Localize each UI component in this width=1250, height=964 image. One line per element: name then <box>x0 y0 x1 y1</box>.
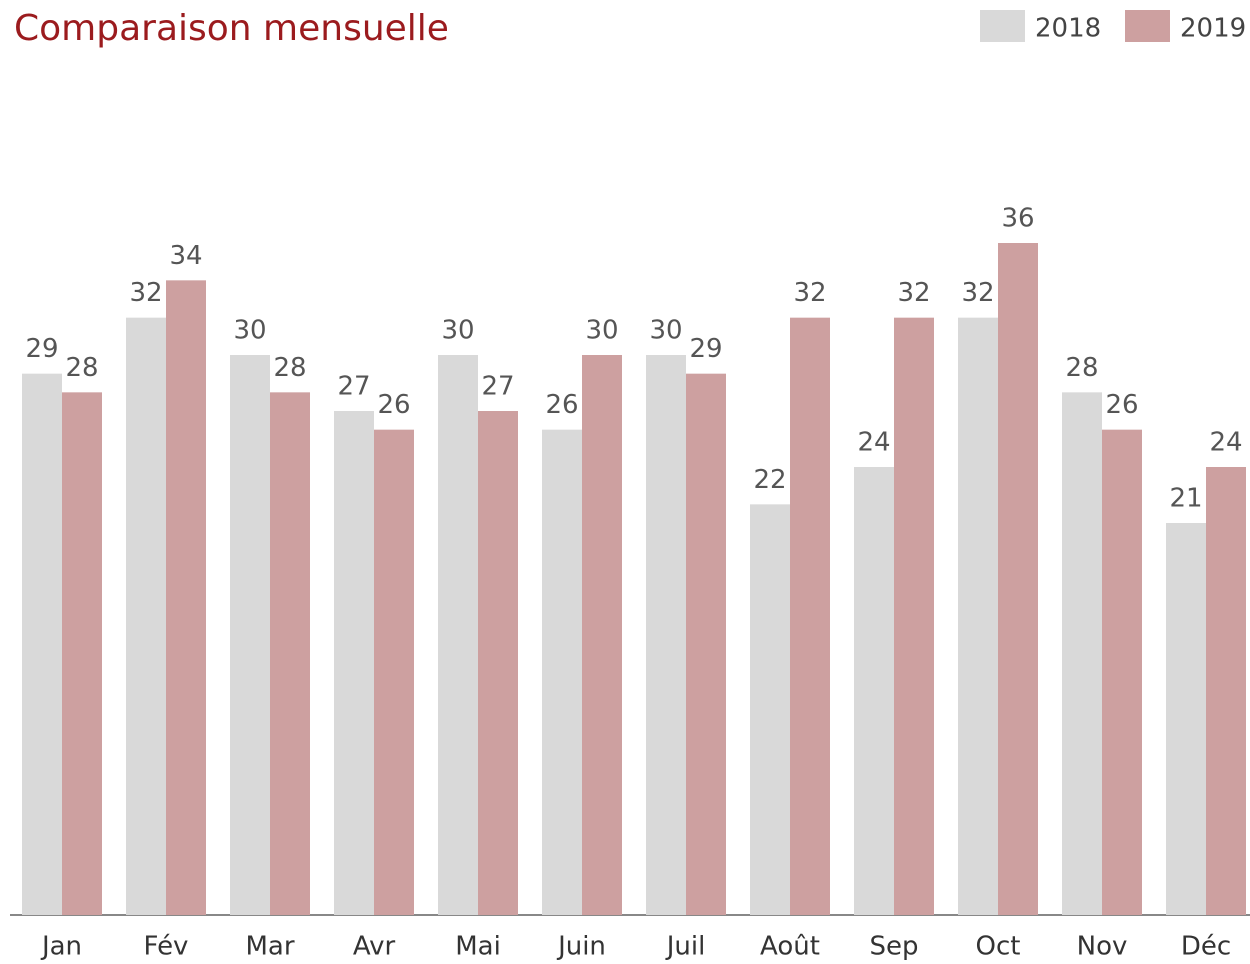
bar <box>646 355 686 915</box>
value-label: 32 <box>897 278 930 308</box>
value-label: 28 <box>273 353 306 383</box>
bar <box>1166 523 1206 915</box>
value-label: 26 <box>377 390 410 420</box>
bar <box>374 429 414 915</box>
x-tick-label: Avr <box>353 932 396 962</box>
value-label: 29 <box>689 334 722 364</box>
bar <box>1062 392 1102 915</box>
bar <box>126 317 166 916</box>
legend-swatch <box>1125 10 1170 42</box>
value-label: 24 <box>1209 428 1242 458</box>
x-tick-label: Mar <box>245 932 294 962</box>
bar <box>166 280 206 915</box>
bar <box>894 317 934 916</box>
x-tick-label: Fév <box>144 932 189 962</box>
bar <box>998 243 1038 915</box>
legend-label: 2019 <box>1180 14 1246 44</box>
value-label: 32 <box>129 278 162 308</box>
x-tick-label: Juin <box>556 932 606 962</box>
bar <box>582 355 622 915</box>
x-tick-label: Juil <box>665 932 706 962</box>
value-label: 24 <box>857 428 890 458</box>
value-label: 32 <box>793 278 826 308</box>
bar <box>958 317 998 916</box>
value-label: 29 <box>25 334 58 364</box>
value-label: 27 <box>481 372 514 402</box>
legend-label: 2018 <box>1035 14 1101 44</box>
chart-title: Comparaison mensuelle <box>14 8 449 49</box>
value-label: 30 <box>649 316 682 346</box>
value-label: 26 <box>1105 390 1138 420</box>
bar <box>62 392 102 915</box>
bar <box>790 317 830 916</box>
value-label: 36 <box>1001 204 1034 234</box>
bar <box>334 411 374 915</box>
value-label: 32 <box>961 278 994 308</box>
x-tick-label: Août <box>760 932 820 962</box>
value-label: 21 <box>1169 484 1202 514</box>
x-tick-label: Mai <box>455 932 501 962</box>
value-label: 30 <box>441 316 474 346</box>
x-tick-label: Sep <box>869 932 918 962</box>
legend-swatch <box>980 10 1025 42</box>
bar <box>230 355 270 915</box>
bar <box>686 373 726 916</box>
bar <box>22 373 62 916</box>
value-label: 22 <box>753 465 786 495</box>
x-tick-label: Nov <box>1077 932 1128 962</box>
bar <box>542 429 582 915</box>
value-label: 28 <box>65 353 98 383</box>
value-label: 34 <box>169 241 202 271</box>
value-label: 26 <box>545 390 578 420</box>
bar <box>1206 467 1246 915</box>
value-label: 27 <box>337 372 370 402</box>
x-tick-label: Déc <box>1181 932 1231 962</box>
bar <box>750 504 790 915</box>
bar <box>270 392 310 915</box>
bar <box>854 467 894 915</box>
bar <box>478 411 518 915</box>
x-tick-label: Jan <box>40 932 82 962</box>
bar <box>438 355 478 915</box>
value-label: 30 <box>233 316 266 346</box>
x-tick-label: Oct <box>976 932 1021 962</box>
value-label: 30 <box>585 316 618 346</box>
value-label: 28 <box>1065 353 1098 383</box>
bar <box>1102 429 1142 915</box>
